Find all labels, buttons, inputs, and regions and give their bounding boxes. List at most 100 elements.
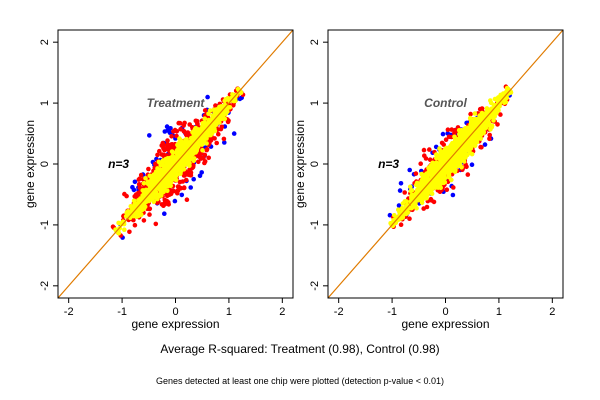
point-blue — [162, 211, 167, 216]
point-yellow — [184, 160, 189, 165]
point-yellow — [433, 181, 438, 187]
n-label: n=3 — [108, 157, 129, 171]
point-yellow — [132, 201, 138, 207]
point-yellow — [158, 188, 164, 194]
x-tick-label: 0 — [172, 306, 178, 318]
point-yellow — [459, 152, 465, 158]
point-red — [153, 221, 159, 227]
point-red — [221, 136, 227, 142]
point-red — [174, 129, 180, 134]
point-yellow — [456, 137, 462, 142]
point-blue — [191, 176, 196, 182]
point-red — [196, 153, 201, 158]
point-yellow — [128, 209, 133, 214]
y-tick-label: 0 — [39, 161, 51, 167]
point-red — [147, 212, 152, 217]
x-tick-label: -2 — [64, 306, 74, 318]
point-yellow — [429, 171, 434, 177]
point-blue — [237, 96, 243, 102]
point-yellow — [472, 129, 477, 135]
point-yellow — [425, 171, 430, 177]
point-yellow — [482, 123, 488, 128]
point-blue — [398, 181, 404, 186]
point-yellow — [486, 109, 491, 114]
point-yellow — [193, 149, 198, 155]
point-yellow — [141, 181, 147, 186]
point-yellow — [429, 186, 435, 191]
point-yellow — [121, 221, 127, 227]
point-red — [465, 172, 471, 177]
point-red — [136, 182, 142, 187]
point-red — [127, 229, 132, 235]
point-red — [141, 218, 147, 223]
r-squared-caption: Average R-squared: Treatment (0.98), Con… — [160, 342, 440, 356]
point-red — [202, 108, 208, 113]
detection-footnote: Genes detected at least one chip were pl… — [156, 376, 444, 386]
point-red — [487, 132, 493, 138]
point-blue — [387, 212, 393, 218]
point-red — [188, 170, 194, 175]
point-yellow — [495, 98, 501, 103]
point-red — [138, 172, 144, 178]
point-yellow — [437, 181, 443, 186]
point-yellow — [136, 198, 141, 203]
point-blue — [147, 133, 152, 138]
point-yellow — [162, 167, 168, 172]
point-red — [431, 199, 437, 205]
point-yellow — [432, 166, 438, 172]
point-blue — [205, 94, 210, 100]
point-red — [422, 153, 427, 158]
point-red — [174, 188, 180, 194]
point-yellow — [491, 118, 496, 123]
point-yellow — [136, 213, 142, 219]
point-blue — [132, 179, 138, 185]
point-red — [427, 157, 433, 162]
point-yellow — [150, 179, 155, 185]
point-yellow — [116, 231, 122, 236]
point-red — [196, 159, 201, 165]
point-blue — [231, 131, 237, 136]
point-blue — [450, 192, 456, 198]
point-red — [161, 203, 166, 208]
x-tick-label: 2 — [279, 306, 285, 318]
point-yellow — [465, 130, 470, 136]
point-yellow — [189, 146, 194, 152]
point-yellow — [175, 142, 180, 148]
panel-label: Control — [424, 96, 467, 110]
y-tick-label: -1 — [39, 220, 51, 230]
point-red — [444, 187, 450, 192]
point-yellow — [217, 105, 222, 111]
point-yellow — [428, 190, 434, 196]
point-yellow — [435, 161, 440, 166]
point-yellow — [451, 157, 456, 163]
point-yellow — [409, 198, 415, 204]
y-tick-label: -2 — [39, 281, 51, 291]
point-blue — [131, 187, 137, 193]
point-red — [194, 118, 200, 124]
point-yellow — [469, 118, 474, 124]
x-tick-label: -1 — [117, 306, 127, 318]
point-blue — [396, 203, 402, 208]
point-yellow — [420, 177, 425, 182]
point-blue — [168, 126, 173, 131]
point-red — [204, 147, 210, 152]
point-blue — [162, 129, 168, 134]
point-red — [427, 147, 432, 152]
point-red — [184, 197, 190, 202]
y-tick-label: 2 — [39, 39, 51, 45]
point-red — [171, 129, 176, 134]
point-yellow — [448, 150, 453, 155]
point-red — [165, 193, 170, 199]
point-yellow — [486, 115, 492, 121]
point-red — [176, 120, 181, 126]
point-yellow — [465, 152, 470, 158]
point-red — [479, 145, 484, 150]
point-red — [487, 136, 492, 142]
point-yellow — [155, 175, 160, 181]
point-yellow — [161, 178, 166, 184]
point-yellow — [426, 165, 431, 171]
point-red — [443, 137, 449, 142]
point-red — [214, 140, 219, 146]
x-tick-label: 2 — [549, 306, 555, 318]
